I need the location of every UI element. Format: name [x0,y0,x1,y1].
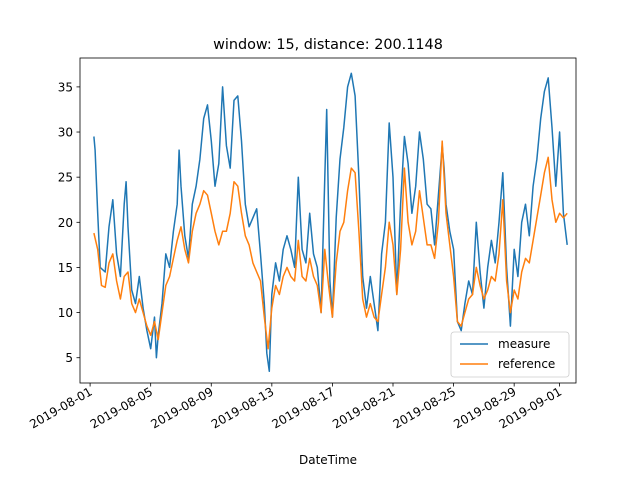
series-line-measure [93,72,568,373]
plot-frame [79,57,577,384]
chart-title: window: 15, distance: 200.1148 [213,37,443,53]
y-tick-label: 30 [58,126,73,140]
x-axis-label: DateTime [299,453,357,467]
y-tick-label: 25 [58,171,73,185]
legend-label-reference: reference [498,357,555,371]
y-tick-label: 15 [58,261,73,275]
legend: measure reference [450,331,570,378]
y-tick-label: 5 [65,351,73,365]
y-tick-label: 20 [58,216,73,230]
legend-label-measure: measure [498,337,550,351]
y-tick-label: 10 [58,306,73,320]
y-tick-label: 35 [58,80,73,94]
series-layer [93,72,568,373]
series-line-reference [93,140,568,350]
